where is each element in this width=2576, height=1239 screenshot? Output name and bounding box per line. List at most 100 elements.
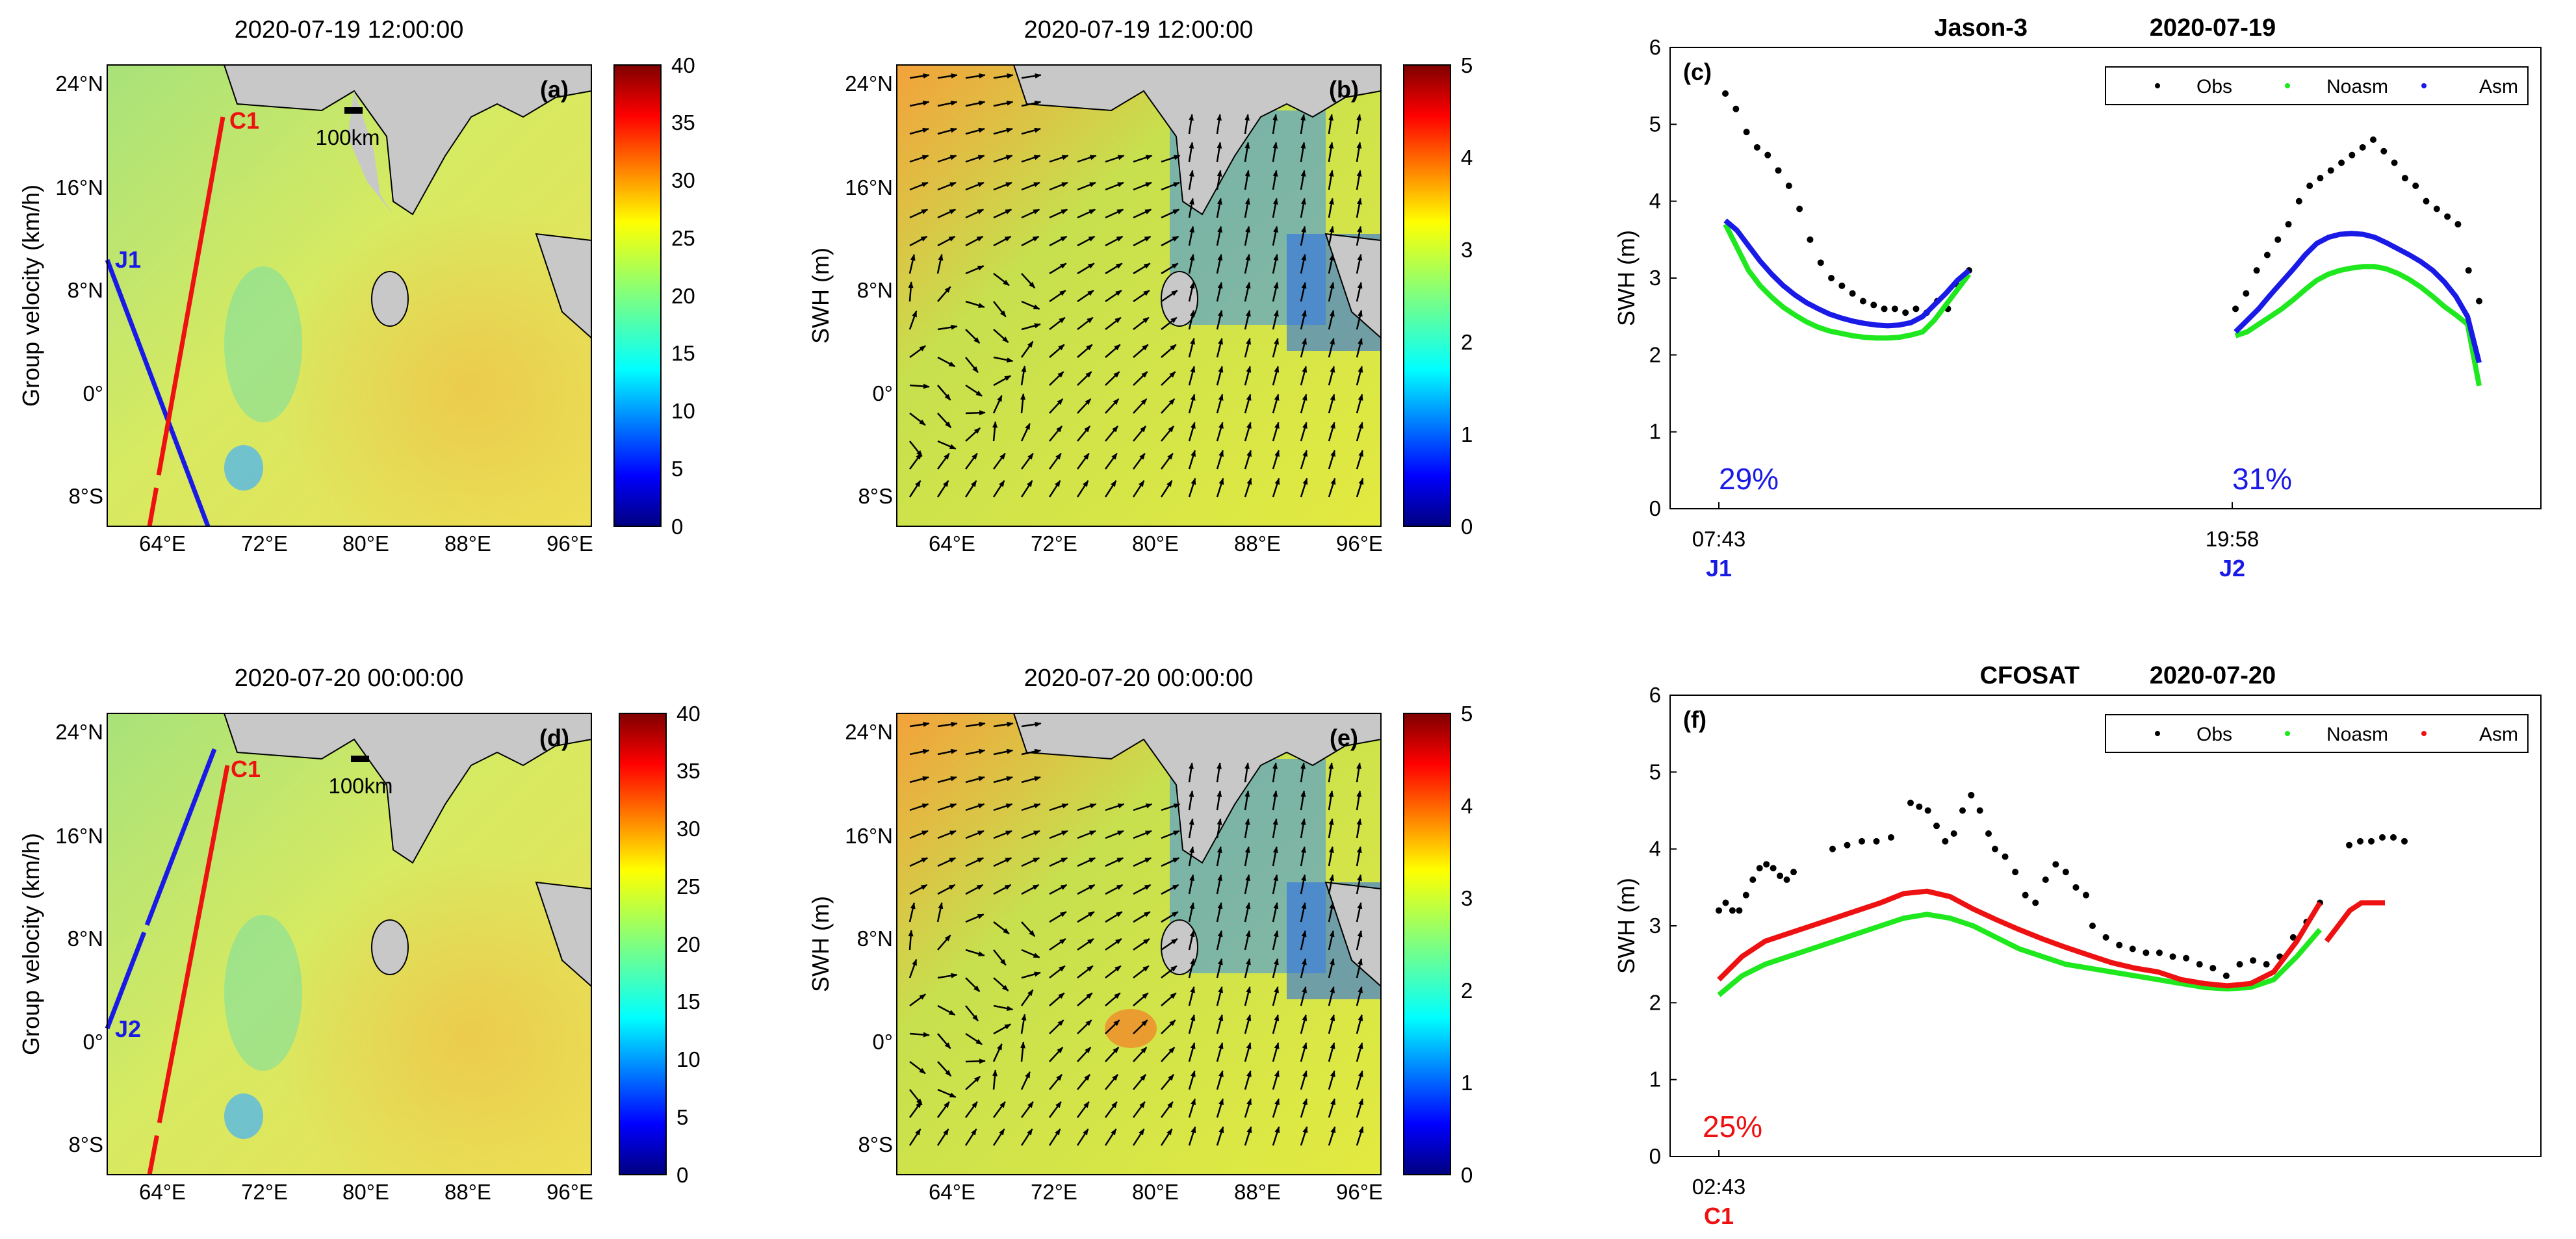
obs-point <box>1756 865 1763 872</box>
wind-arrow <box>1077 803 1097 811</box>
obs-point <box>2433 205 2440 212</box>
wind-arrow <box>1244 902 1251 923</box>
obs-point <box>1838 282 1846 289</box>
wind-arrow <box>1216 1014 1224 1034</box>
wind-arrow <box>909 776 929 784</box>
wind-arrow <box>965 949 985 956</box>
wind-arrow <box>1244 478 1252 498</box>
wind-arrow <box>1300 1126 1308 1146</box>
y-tick-label: 3 <box>1649 913 1661 938</box>
wind-arrow <box>1328 394 1335 414</box>
map-frame <box>896 64 1382 527</box>
svg-text:72°E: 72°E <box>1031 1180 1077 1204</box>
svg-text:4: 4 <box>1461 794 1473 818</box>
wind-arrow <box>1356 902 1363 923</box>
obs-point <box>1913 305 1920 313</box>
y-tick-label: 4 <box>1649 837 1661 861</box>
improvement-j1: 29% <box>1719 462 1779 496</box>
wind-arrow <box>1244 142 1250 162</box>
wind-arrow <box>909 155 929 163</box>
obs-point <box>2349 151 2356 159</box>
wind-arrow <box>1021 300 1040 310</box>
chart-title-date: 2020-07-20 <box>2150 662 2276 689</box>
wind-arrow <box>908 1129 921 1146</box>
obs-point <box>2143 949 2150 956</box>
wind-arrow <box>1356 253 1363 274</box>
obs-point <box>1732 105 1740 112</box>
wind-arrow <box>1105 1019 1120 1034</box>
map-frame <box>896 713 1382 1175</box>
wind-arrow <box>1133 938 1150 951</box>
wind-arrow <box>1244 818 1250 839</box>
wind-arrow <box>1216 986 1223 1006</box>
wind-arrow <box>1020 340 1034 358</box>
wind-arrow <box>1077 938 1094 951</box>
wind-arrow <box>1049 371 1064 386</box>
wind-arrow <box>1133 884 1152 895</box>
wind-arrow <box>1076 1129 1089 1146</box>
wind-arrow <box>1021 884 1040 895</box>
wind-arrow <box>1356 450 1363 470</box>
wind-arrow <box>1188 366 1196 386</box>
obs-point <box>1916 803 1923 810</box>
y-tick-label: 5 <box>1649 760 1661 784</box>
legend-asm: Asm <box>2479 76 2518 97</box>
wind-arrow <box>1356 986 1363 1006</box>
wind-arrow <box>1328 309 1335 330</box>
improvement-j2: 31% <box>2232 462 2292 496</box>
svg-text:10: 10 <box>676 1047 701 1071</box>
wind-arrow <box>1328 1098 1335 1118</box>
wind-arrow <box>1244 1070 1252 1090</box>
wind-arrow <box>1272 450 1280 470</box>
obs-point <box>1888 834 1894 841</box>
wind-arrow <box>1020 480 1033 498</box>
land-mass <box>1161 271 1198 327</box>
wind-arrow <box>1188 1070 1196 1090</box>
wind-arrow <box>937 356 956 368</box>
wind-arrow <box>1272 478 1280 498</box>
svg-text:4: 4 <box>1461 146 1473 170</box>
wind-arrow <box>1300 1070 1307 1090</box>
wind-arrow <box>1272 198 1278 218</box>
wind-arrow <box>964 480 977 498</box>
wind-arrow <box>1048 453 1062 470</box>
wind-arrow <box>1077 857 1096 867</box>
legend-marker-asm <box>2421 83 2427 88</box>
wind-arrow <box>1105 830 1124 839</box>
wind-arrow <box>1272 281 1279 302</box>
wind-arrow <box>1105 1047 1120 1062</box>
wind-arrow <box>1272 986 1279 1006</box>
wind-arrow <box>1021 949 1040 958</box>
wind-arrow <box>936 1101 950 1118</box>
svg-text:88°E: 88°E <box>1234 531 1281 556</box>
svg-text:5: 5 <box>1461 702 1473 726</box>
wind-arrow <box>1328 198 1334 218</box>
obs-point <box>1753 144 1760 151</box>
cfosat-track-line <box>147 765 230 1175</box>
wind-arrow <box>908 930 914 951</box>
wind-arrow <box>1160 480 1173 498</box>
svg-text:24°N: 24°N <box>845 720 893 744</box>
obs-point <box>2072 884 2080 891</box>
wind-arrow <box>936 1129 949 1146</box>
wind-arrow <box>936 453 950 470</box>
cfosat-track-line <box>147 116 225 527</box>
svg-text:20: 20 <box>671 284 695 308</box>
svg-text:72°E: 72°E <box>1031 531 1077 556</box>
wind-arrow <box>1188 1098 1196 1118</box>
wind-arrow <box>992 421 998 442</box>
wind-arrow <box>1300 394 1307 414</box>
obs-point <box>2346 841 2352 849</box>
wind-arrow <box>965 884 984 895</box>
svg-text:24°N: 24°N <box>55 720 103 744</box>
wind-arrow <box>1244 874 1251 895</box>
wind-arrow <box>1244 394 1252 414</box>
wind-arrow <box>993 977 1009 991</box>
obs-point <box>1775 167 1782 174</box>
wind-arrow <box>1132 1101 1146 1118</box>
wind-arrow <box>965 300 985 308</box>
wind-arrow <box>1049 1019 1064 1034</box>
wind-arrow <box>1077 290 1094 303</box>
wind-arrow <box>965 776 985 784</box>
obs-point <box>1742 891 1749 899</box>
